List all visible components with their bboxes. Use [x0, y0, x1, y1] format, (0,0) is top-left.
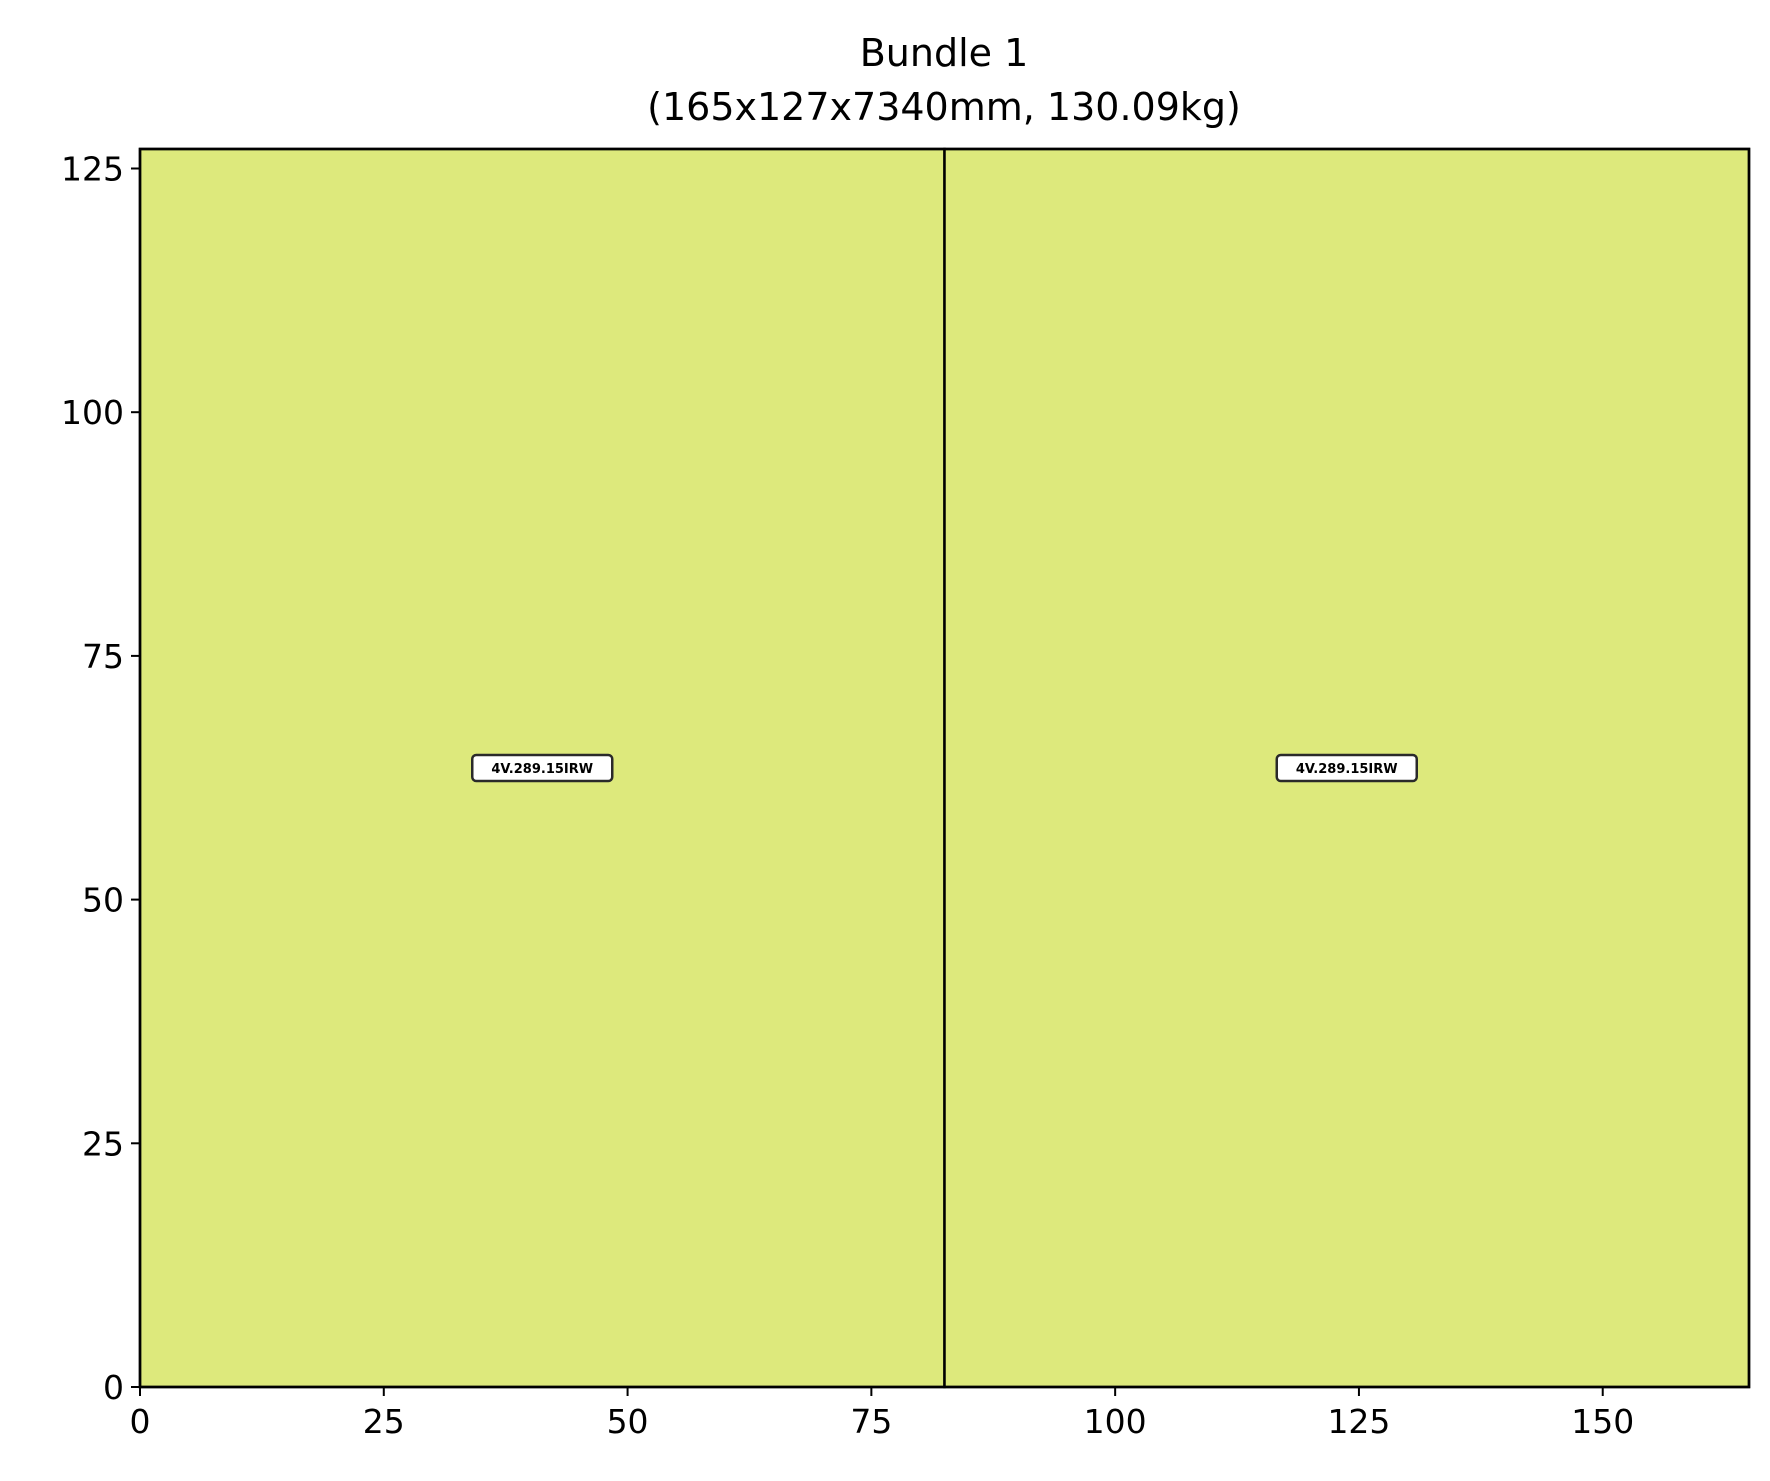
- y-tick-label-75: 75: [82, 637, 124, 676]
- chart-title: Bundle 1: [860, 31, 1029, 75]
- item-label-2: 4V.289.15IRW: [1275, 753, 1418, 783]
- item-label-text-1: 4V.289.15IRW: [491, 762, 593, 777]
- x-axis: 0 25 50 75 100 125 150: [130, 1387, 1634, 1441]
- item-label-box-1: [471, 753, 614, 783]
- labels-layer: 4V.289.15IRW 4V.289.15IRW: [471, 753, 1418, 783]
- item-label-text-2: 4V.289.15IRW: [1296, 762, 1398, 777]
- y-tick-label-125: 125: [61, 149, 124, 188]
- plot-frame: [138, 147, 1751, 1389]
- x-tick-label-125: 125: [1327, 1402, 1390, 1441]
- y-axis: 0 25 50 75 100 125: [61, 149, 140, 1407]
- y-tick-label-100: 100: [61, 393, 124, 432]
- item-label-box-2: [1275, 753, 1418, 783]
- x-tick-label-50: 50: [607, 1402, 649, 1441]
- y-tick-label-50: 50: [82, 881, 124, 920]
- y-tick-label-25: 25: [82, 1124, 124, 1163]
- x-tick-label-75: 75: [850, 1402, 892, 1441]
- x-tick-label-150: 150: [1571, 1402, 1634, 1441]
- x-tick-label-100: 100: [1084, 1402, 1147, 1441]
- x-tick-label-0: 0: [130, 1402, 151, 1441]
- chart-subtitle: (165x127x7340mm, 130.09kg): [647, 85, 1241, 129]
- item-label-1: 4V.289.15IRW: [471, 753, 614, 783]
- x-tick-label-25: 25: [363, 1402, 405, 1441]
- y-tick-label-0: 0: [103, 1368, 124, 1407]
- items-layer: [138, 147, 1751, 1389]
